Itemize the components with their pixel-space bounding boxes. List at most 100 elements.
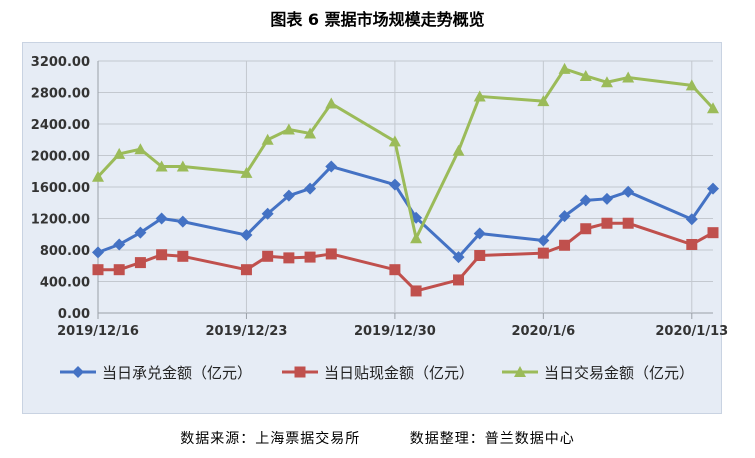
data-point (155, 160, 168, 172)
data-point (707, 227, 719, 239)
data-point (686, 238, 698, 250)
data-point (304, 127, 317, 139)
chart-title: 图表 6 票据市场规模走势概览 (270, 10, 485, 29)
x-tick-label: 2019/12/16 (57, 324, 139, 339)
data-point (261, 133, 274, 145)
data-point (113, 147, 126, 159)
y-tick-label: 0.00 (58, 307, 90, 322)
series-1 (92, 160, 719, 264)
data-point (410, 285, 422, 297)
legend-item: 当日交易金额（亿元） (502, 364, 694, 382)
data-point (388, 178, 401, 191)
data-point (92, 170, 104, 182)
data-point (537, 247, 549, 259)
data-point (537, 95, 550, 107)
legend: 当日承兑金额（亿元） 当日贴现金额（亿元） 当日交易金额（亿元） (60, 364, 694, 382)
x-tick-label: 2019/12/23 (206, 324, 288, 339)
data-point (304, 182, 317, 195)
data-point (453, 274, 465, 286)
data-point (176, 215, 189, 228)
source-note: 数据来源：上海票据交易所 数据整理：普兰数据中心 (0, 428, 755, 448)
data-point (283, 252, 295, 264)
data-point (622, 71, 635, 83)
data-point (304, 251, 316, 263)
data-point (685, 213, 698, 226)
data-point (134, 226, 147, 239)
data-point (134, 257, 146, 269)
data-point (537, 234, 550, 247)
x-axis: 2019/12/16 2019/12/23 2019/12/30 2020/1/6 20… (57, 313, 728, 339)
data-point (155, 212, 168, 225)
data-point (452, 144, 465, 156)
data-point (601, 217, 613, 229)
y-tick-label: 1600.00 (31, 181, 90, 196)
data-point (473, 227, 486, 240)
y-tick-label: 1200.00 (31, 213, 90, 228)
series-line (98, 221, 714, 293)
data-point (92, 264, 104, 276)
data-point (707, 182, 719, 195)
data-point (261, 207, 274, 220)
x-tick-label: 2019/12/30 (354, 324, 436, 339)
data-point (452, 251, 465, 264)
data-point (113, 264, 125, 276)
y-tick-label: 2800.00 (31, 87, 90, 102)
data-point (262, 250, 274, 262)
data-point (685, 79, 698, 91)
data-point (410, 232, 423, 244)
data-point (707, 102, 719, 114)
y-tick-label: 800.00 (40, 244, 90, 259)
data-point (389, 264, 401, 276)
data-compile-text: 数据整理：普兰数据中心 (409, 431, 575, 447)
data-point (579, 69, 592, 81)
data-point (156, 249, 168, 261)
data-point (240, 264, 252, 276)
data-point (177, 250, 189, 262)
y-tick-label: 400.00 (40, 276, 90, 291)
data-point (325, 248, 337, 260)
legend-label: 当日贴现金额（亿元） (324, 364, 474, 382)
data-point (92, 246, 104, 259)
data-point (240, 166, 253, 178)
data-point (388, 135, 401, 147)
data-point (622, 217, 634, 229)
series-2 (92, 217, 719, 297)
data-point (325, 160, 338, 173)
data-point (113, 238, 126, 251)
data-point (600, 192, 613, 205)
y-tick-label: 2000.00 (31, 150, 90, 165)
data-point (580, 223, 592, 235)
data-point (282, 189, 295, 202)
legend-label: 当日交易金额（亿元） (544, 364, 694, 382)
legend-marker (72, 366, 84, 378)
y-tick-label: 3200.00 (31, 55, 90, 70)
legend-item: 当日贴现金额（亿元） (282, 364, 474, 382)
x-tick-label: 2020/1/13 (655, 324, 728, 339)
data-point (622, 185, 635, 198)
data-point (558, 62, 571, 74)
data-point (558, 210, 571, 223)
legend-item: 当日承兑金额（亿元） (60, 364, 252, 382)
series-line (97, 165, 715, 259)
data-point (559, 239, 571, 251)
data-point (134, 143, 147, 155)
data-point (325, 97, 338, 109)
data-point (600, 76, 613, 88)
data-point (474, 250, 486, 262)
legend-label: 当日承兑金额（亿元） (102, 364, 252, 382)
legend-marker (514, 366, 526, 377)
series-line (96, 67, 715, 240)
data-point (473, 90, 486, 102)
data-point (282, 123, 295, 135)
series-3 (92, 62, 719, 244)
x-tick-label: 2020/1/6 (511, 324, 575, 339)
data-point (240, 229, 253, 242)
y-axis: 0.00 400.00 800.00 1200.00 1600.00 2000.00 240… (31, 55, 99, 322)
y-tick-label: 2400.00 (31, 118, 90, 133)
series-layer (92, 62, 719, 297)
data-point (176, 160, 189, 172)
data-point (579, 194, 592, 207)
legend-marker (294, 366, 306, 378)
data-source-text: 数据来源：上海票据交易所 (180, 431, 361, 447)
